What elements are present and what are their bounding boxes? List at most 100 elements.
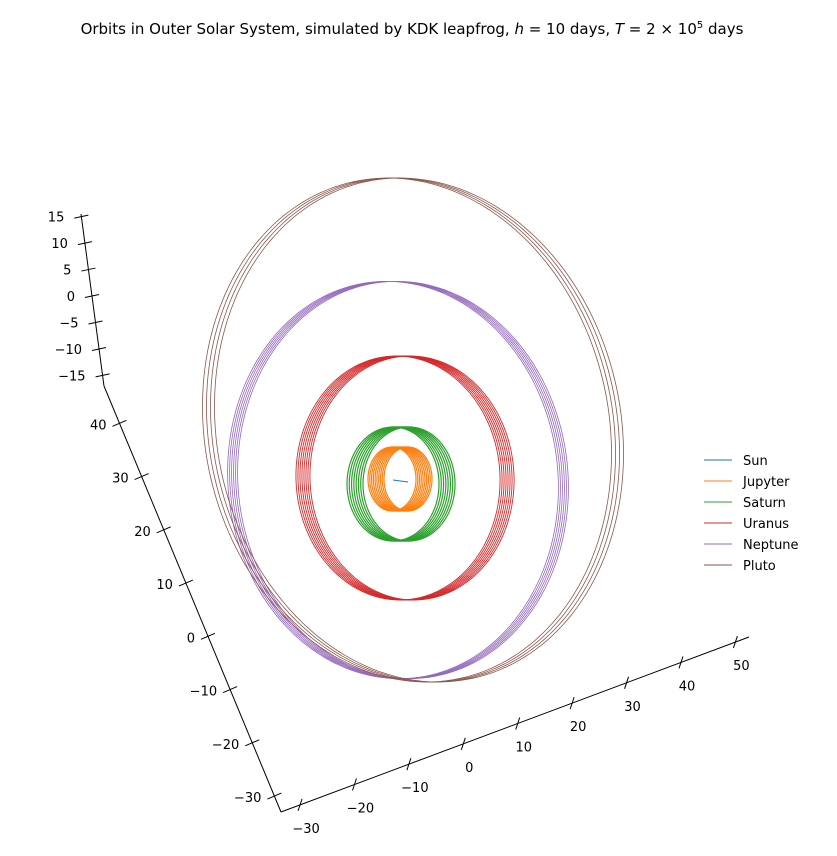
x-tick-label: −20 [347,802,374,817]
y-tick-mark [222,686,238,693]
orbit-saturn [346,426,456,542]
x-tick-label: 0 [465,761,473,776]
orbit-path [307,355,513,601]
orbit-path [231,280,563,680]
x-tick-label: 10 [515,740,532,755]
y-tick-label: −10 [190,685,217,700]
y-tick-mark [200,632,216,640]
orbit-path [210,177,620,683]
y-tick-label: 0 [187,631,195,646]
orbit-path [303,355,509,601]
orbit-path [206,177,616,683]
x-axis-line [280,636,750,813]
orbit-path [235,280,567,680]
orbit-path [295,355,501,601]
legend-label-sun: Sun [743,454,768,469]
orbit-path [355,426,449,542]
orbit-path [237,280,569,680]
legend-label-pluto: Pluto [743,559,776,574]
orbit-path [360,426,454,542]
orbit-path [305,355,511,601]
orbits-layer [202,177,624,683]
orbit-path [370,446,421,512]
x-tick-mark [569,696,575,710]
axes-layer: −30−20−1001020304050−30−20−10010203040−1… [48,211,750,837]
y-tick-label: −30 [234,791,261,806]
orbit-path [233,280,565,680]
y-tick-mark [245,739,260,747]
orbit-neptune [227,280,569,680]
z-tick-label: 10 [51,237,68,252]
z-tick-mark [77,241,92,246]
z-tick-label: 0 [67,290,75,305]
orbit-path [309,355,515,601]
orbit-path [362,426,456,542]
orbit-jupyter [367,446,433,512]
orbit-path [383,446,433,512]
legend-label-saturn: Saturn [743,496,786,511]
z-tick-mark [81,267,96,272]
orbit-path [381,446,431,512]
chart-title: Orbits in Outer Solar System, simulated … [81,20,744,38]
x-tick-mark [351,778,357,791]
z-tick-mark [88,320,103,325]
y-tick-mark [267,792,282,800]
z-tick-label: −5 [59,316,78,331]
x-tick-label: −10 [401,781,428,796]
orbit-path [350,426,445,542]
x-tick-label: 40 [679,679,696,694]
z-tick-label: −10 [55,343,82,358]
orbit-path [392,479,409,483]
orbit-path [301,355,507,601]
y-tick-mark [156,526,171,534]
orbit-path [297,355,503,601]
orbit-path [346,426,440,542]
x-tick-mark [678,656,684,669]
x-tick-mark [297,798,303,812]
orbit-path [367,446,417,512]
orbit-path [379,446,430,512]
x-tick-mark [732,635,738,649]
orbit-path [229,280,561,680]
orbit-path [214,177,624,683]
orbit-path [376,446,426,512]
y-tick-label: 20 [134,525,151,540]
orbit-path [378,446,428,512]
y-tick-label: 10 [156,578,173,593]
orbit-path [353,426,447,542]
orbit-path [348,426,442,542]
x-tick-mark [515,717,521,730]
orbit-path [372,446,422,512]
z-tick-mark [95,373,110,378]
x-tick-label: 30 [624,700,641,715]
orbit-path [202,177,612,683]
orbit-path [299,355,505,601]
y-axis-line [103,385,282,813]
y-tick-label: 40 [90,418,107,433]
orbit-sun [392,479,409,483]
x-tick-label: 50 [733,659,750,674]
z-tick-mark [91,346,107,351]
z-tick-label: −15 [58,369,85,384]
legend-label-neptune: Neptune [743,538,799,553]
z-tick-label: 15 [48,211,65,226]
y-tick-label: 30 [112,472,129,487]
z-tick-label: 5 [63,264,71,279]
z-axis-line [80,213,105,387]
orbit-path [369,446,419,512]
x-tick-label: 20 [570,720,587,735]
x-tick-mark [406,758,412,771]
y-tick-label: −20 [212,738,239,753]
legend: Sun Jupyter Saturn Uranus Neptune Pluto [704,454,799,574]
x-tick-mark [460,737,466,750]
x-tick-mark [624,676,630,689]
y-tick-mark [134,473,149,480]
orbit-path [227,280,559,680]
x-tick-label: −30 [292,822,319,837]
orbit-uranus [295,355,515,601]
legend-label-jupyter: Jupyter [742,475,790,490]
legend-label-uranus: Uranus [743,517,789,532]
orbit-path [374,446,424,512]
y-tick-mark [178,579,194,587]
